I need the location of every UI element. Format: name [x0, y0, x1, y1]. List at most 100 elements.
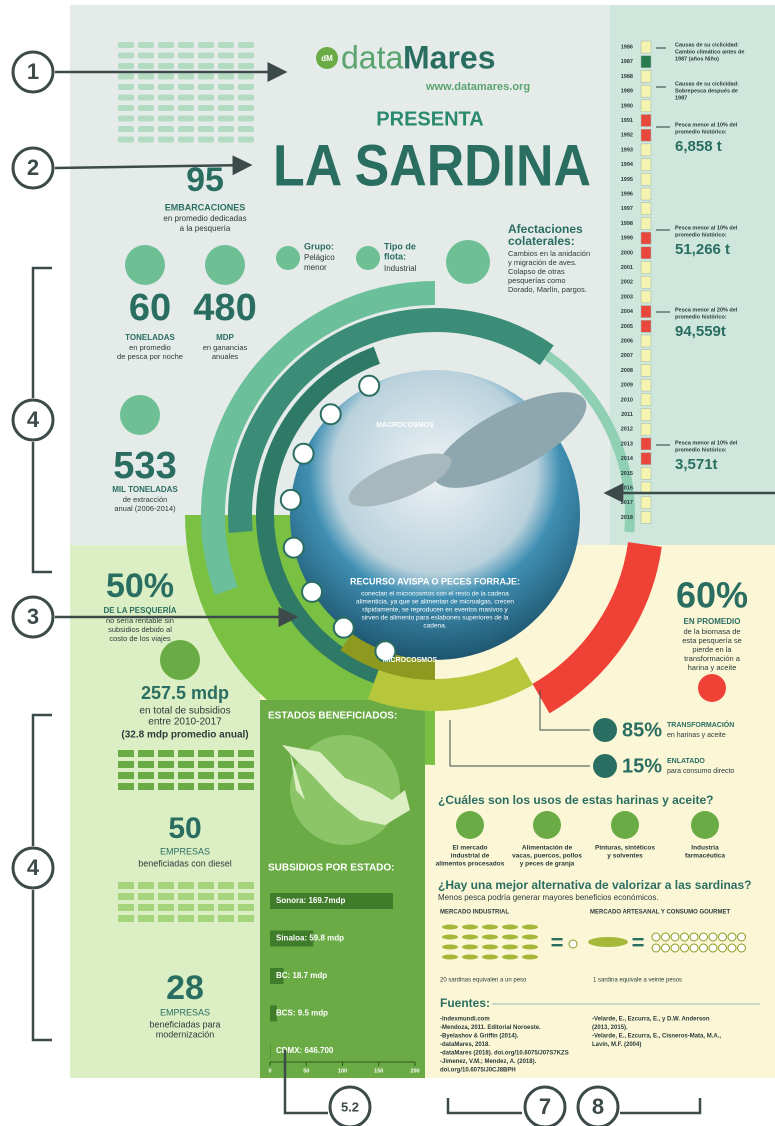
coin — [719, 933, 727, 941]
boat-icon — [218, 116, 234, 122]
effects-text: Cambios en la anidación — [508, 249, 590, 258]
truck-icon — [178, 750, 194, 757]
year-label: 2007 — [621, 353, 633, 359]
year-label: 1997 — [621, 206, 633, 212]
icon — [276, 246, 300, 270]
boat-icon — [198, 116, 214, 122]
fish-icon — [442, 925, 458, 930]
year-box — [641, 453, 651, 465]
truck-icon — [158, 893, 174, 900]
boat-icon — [138, 126, 154, 132]
source-item: -dataMares (2018). doi.org/10.6075/J07S7… — [440, 1051, 569, 1057]
year-label: 1999 — [621, 236, 633, 242]
boat-icon — [138, 105, 154, 111]
boat-icon — [158, 105, 174, 111]
year-box — [641, 144, 651, 156]
states-title: ESTADOS BENEFICIADOS: — [268, 711, 397, 722]
fish-icon — [522, 945, 538, 950]
fish-icon — [482, 955, 498, 960]
stat-text: a la pesquería — [180, 224, 231, 233]
stat-text: beneficiadas para — [149, 1019, 220, 1029]
year-label: 2004 — [621, 309, 634, 315]
truck-icon — [238, 750, 254, 757]
timeline-note: promedio histórico: — [675, 314, 727, 320]
fleet-label: flota: — [384, 251, 406, 261]
annotation-label: 7 — [539, 1094, 551, 1119]
market-note: 20 sardinas equivalen a un peso — [440, 978, 527, 984]
fish-icon — [502, 935, 518, 940]
group-label: Grupo: — [304, 241, 334, 251]
stat-text: harina y aceite — [688, 663, 737, 672]
market-label: MERCADO INDUSTRIAL — [440, 910, 509, 916]
x-tick-label: 50 — [303, 1068, 309, 1074]
timeline-note: Cambio climático antes de — [675, 49, 744, 55]
boat-icon — [118, 116, 134, 122]
boat-icon — [198, 137, 214, 143]
year-box — [641, 438, 651, 450]
source-item: (2013, 2015). — [592, 1025, 628, 1031]
truck-icon — [218, 904, 234, 911]
boat-icon — [158, 95, 174, 101]
coin — [652, 944, 660, 952]
timeline-note: Pesca menor al 10% del — [675, 225, 738, 231]
boat-icon — [118, 42, 134, 48]
year-box — [641, 70, 651, 82]
coin — [569, 940, 577, 948]
truck-icon — [218, 761, 234, 768]
stat-number: 50% — [106, 567, 174, 605]
boat-icon — [138, 84, 154, 90]
effects-title: colaterales: — [508, 234, 575, 248]
year-box — [641, 188, 651, 200]
stat-text: subsidios debido al — [108, 625, 172, 634]
trophic-icon — [294, 444, 314, 464]
truck-icon — [218, 915, 234, 922]
truck-icon — [198, 882, 214, 889]
stat-text: de extracción — [123, 495, 168, 504]
boat-icon — [158, 126, 174, 132]
timeline-value: 6,858 t — [675, 138, 722, 155]
truck-icon — [218, 750, 234, 757]
annotation-label: 3 — [27, 604, 39, 629]
fish-icon — [522, 955, 538, 960]
truck-icon — [118, 750, 134, 757]
circle-text: alimenticia, ya que se alimentan de micr… — [356, 599, 514, 606]
stat-label: TRANSFORMACIÓN — [667, 720, 734, 729]
stat-number: 50 — [168, 812, 201, 845]
year-label: 1998 — [621, 221, 633, 227]
use-text: y peces de granja — [520, 861, 575, 868]
boat-icon — [158, 116, 174, 122]
boat-icon — [118, 126, 134, 132]
stat-label: MIL TONELADAS — [112, 485, 178, 494]
boat-icon — [238, 42, 254, 48]
trophic-icon — [281, 490, 301, 510]
boat-icon — [118, 137, 134, 143]
year-box — [641, 41, 651, 53]
header-presents: PRESENTA — [376, 108, 483, 130]
stat-text: en ganancias — [203, 343, 248, 352]
truck-icon — [178, 761, 194, 768]
circle-text: conectan el microcosmos con el resto de … — [361, 591, 509, 598]
year-label: 2012 — [621, 427, 633, 433]
boat-icon — [198, 105, 214, 111]
icon — [205, 245, 245, 285]
boat-icon — [178, 116, 194, 122]
year-label: 1991 — [621, 118, 633, 124]
use-text: farmacéutica — [685, 853, 725, 860]
boat-icon — [198, 126, 214, 132]
boat-icon — [238, 84, 254, 90]
truck-icon — [138, 904, 154, 911]
truck-icon — [138, 882, 154, 889]
timeline-note: Sobrepesca después de — [675, 88, 738, 94]
subsidy-label: BC: 18.7 mdp — [276, 971, 327, 980]
year-label: 1996 — [621, 191, 633, 197]
group-text: Pelágico — [304, 253, 335, 262]
annotation-label: 1 — [27, 59, 39, 84]
boat-icon — [178, 53, 194, 59]
effects-text: Colapso de otras — [508, 267, 565, 276]
truck-icon — [118, 904, 134, 911]
timeline-note: promedio histórico: — [675, 232, 727, 238]
source-item: -Velarde, E., Ezcurra, E., Cisneros-Mata… — [592, 1034, 721, 1040]
stat-text: en promedio — [129, 343, 171, 352]
year-label: 2009 — [621, 383, 633, 389]
year-box — [641, 56, 651, 68]
